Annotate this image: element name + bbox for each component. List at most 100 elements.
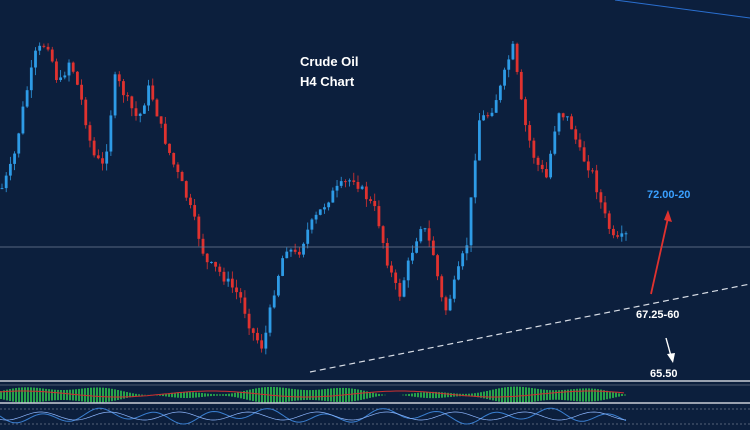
histogram-bar — [369, 392, 371, 398]
histogram-bar — [348, 388, 350, 402]
candle-body — [184, 181, 188, 198]
candle-body — [163, 123, 167, 144]
histogram-bar — [57, 389, 59, 401]
candle-body — [29, 67, 33, 91]
candle-body — [524, 99, 527, 126]
histogram-bar — [624, 394, 626, 396]
histogram-bar — [225, 394, 227, 396]
candle-body — [0, 188, 4, 190]
candle-body — [553, 131, 557, 154]
candle-body — [490, 112, 494, 116]
histogram-bar — [285, 388, 287, 402]
candle-body — [398, 282, 402, 297]
histogram-bar — [408, 393, 410, 397]
histogram-bar — [234, 392, 236, 398]
histogram-bar — [381, 394, 383, 396]
histogram-bar — [450, 393, 452, 397]
histogram-bar — [495, 388, 497, 402]
histogram-bar — [366, 391, 368, 399]
candle-body — [239, 292, 243, 298]
histogram-bar — [261, 387, 263, 403]
histogram-bar — [435, 391, 437, 399]
histogram-bar — [564, 389, 566, 401]
histogram-bar — [174, 392, 176, 398]
histogram-bar — [606, 390, 608, 400]
histogram-bar — [546, 389, 548, 401]
candle-body — [42, 45, 46, 47]
candle-body — [25, 90, 29, 107]
candle-body — [201, 238, 205, 254]
candle-body — [50, 49, 54, 62]
candle-body — [461, 253, 465, 267]
histogram-bar — [498, 388, 500, 402]
histogram-bar — [489, 390, 491, 400]
histogram-bar — [222, 394, 224, 396]
candle-body — [138, 113, 142, 116]
histogram-bar — [177, 392, 179, 398]
histogram-bar — [165, 393, 167, 397]
candle-body — [247, 313, 251, 329]
histogram-bar — [60, 389, 62, 401]
histogram-bar — [213, 394, 215, 396]
histogram-bar — [183, 391, 185, 399]
histogram-bar — [303, 389, 305, 401]
candle-body — [314, 214, 318, 220]
candle-body — [268, 307, 272, 333]
candle-body — [591, 170, 594, 172]
histogram-bar — [30, 387, 32, 403]
candle-body — [189, 197, 192, 206]
candle-body — [620, 233, 624, 237]
histogram-bar — [141, 394, 143, 396]
candle-body — [411, 252, 414, 261]
candle-body — [436, 255, 439, 277]
candle-body — [578, 139, 582, 148]
histogram-bar — [249, 389, 251, 401]
histogram-bar — [111, 388, 113, 402]
candle-body — [96, 155, 100, 159]
histogram-bar — [432, 391, 434, 399]
histogram-bar — [333, 388, 335, 402]
candle-body — [603, 202, 607, 214]
candle-body — [482, 115, 486, 121]
candle-body — [431, 240, 435, 256]
candle-body — [444, 297, 448, 311]
histogram-bar — [180, 392, 182, 398]
candle-body — [507, 59, 511, 70]
histogram-bar — [69, 389, 71, 401]
histogram-bar — [582, 388, 584, 402]
candle-body — [557, 113, 561, 132]
candle-body — [624, 233, 628, 235]
candle-body — [427, 228, 431, 241]
histogram-bar — [168, 393, 170, 397]
candle-body — [55, 61, 58, 81]
candle-body — [159, 116, 163, 124]
candle-body — [226, 278, 230, 282]
histogram-bar — [411, 393, 413, 397]
histogram-bar — [3, 390, 5, 400]
histogram-bar — [501, 387, 503, 403]
candle-body — [92, 140, 96, 156]
histogram-bar — [561, 390, 563, 400]
candle-body — [260, 340, 264, 349]
histogram-bar — [126, 392, 128, 398]
candle-body — [335, 185, 339, 191]
histogram-bar — [24, 387, 26, 403]
candle-body — [109, 115, 113, 152]
histogram-bar — [204, 393, 206, 397]
histogram-bar — [105, 387, 107, 403]
candle-body — [377, 206, 381, 227]
histogram-bar — [600, 389, 602, 401]
candle-body — [84, 99, 88, 126]
histogram-bar — [609, 391, 611, 399]
histogram-bar — [66, 389, 68, 401]
histogram-bar — [198, 392, 200, 398]
candle-body — [180, 171, 184, 182]
candle-body — [570, 116, 573, 130]
candle-body — [616, 235, 620, 237]
candle-body — [331, 190, 335, 203]
histogram-bar — [558, 390, 560, 400]
candle-body — [339, 181, 343, 186]
candle-body — [256, 332, 259, 341]
candle-body — [130, 96, 134, 109]
histogram-bar — [306, 390, 308, 400]
